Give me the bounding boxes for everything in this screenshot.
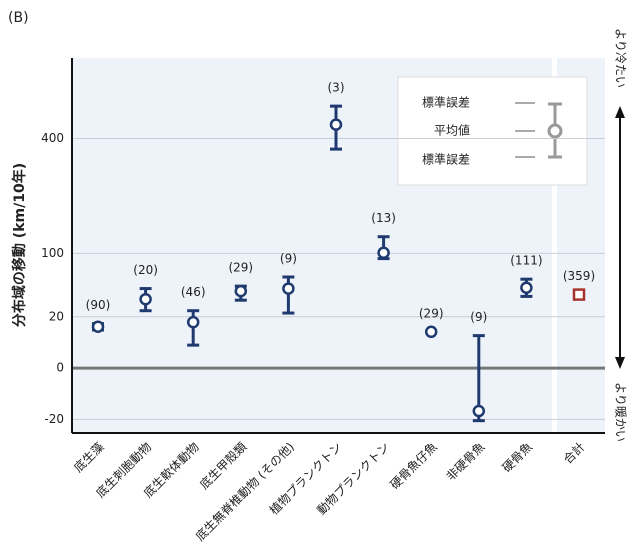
y-tick-label: -20 bbox=[44, 412, 64, 426]
x-tick-label: 硬骨魚 bbox=[500, 440, 535, 475]
y-axis-label: 分布域の移動 (km/10年) bbox=[11, 163, 28, 327]
count-label: (3) bbox=[328, 81, 345, 95]
mean-marker bbox=[520, 281, 533, 294]
mean-marker bbox=[186, 315, 200, 329]
count-label: (29) bbox=[419, 306, 444, 320]
right-axis-bottom: より暖かい bbox=[614, 382, 628, 442]
y-tick-label: 0 bbox=[56, 361, 64, 375]
mean-marker bbox=[234, 284, 248, 298]
count-label: (90) bbox=[86, 298, 111, 312]
mean-marker bbox=[139, 292, 152, 306]
mean-marker bbox=[282, 282, 295, 295]
mean-marker bbox=[329, 118, 343, 131]
x-tick-label: 非硬骨魚 bbox=[444, 440, 488, 484]
right-axis: より冷たい より暖かい bbox=[614, 28, 628, 442]
count-label: (9) bbox=[280, 251, 297, 265]
x-tick-label: 硬骨魚仔魚 bbox=[387, 440, 439, 492]
legend-symbol bbox=[547, 102, 563, 159]
count-label: (359) bbox=[563, 269, 595, 283]
y-tick-label: 400 bbox=[41, 131, 64, 145]
mean-marker bbox=[572, 288, 586, 301]
legend-label: 標準誤差 bbox=[422, 152, 470, 167]
x-tick-label: 底生藻 bbox=[71, 439, 107, 475]
count-label: (9) bbox=[470, 310, 487, 324]
count-label: (20) bbox=[133, 263, 158, 277]
count-label: (111) bbox=[510, 254, 542, 268]
total-separator bbox=[552, 58, 557, 433]
count-label: (13) bbox=[371, 211, 396, 225]
right-axis-top: より冷たい bbox=[614, 28, 628, 88]
legend-leaders bbox=[515, 102, 535, 158]
count-label: (46) bbox=[181, 285, 206, 299]
legend: 標準誤差 平均値 標準誤差 bbox=[397, 76, 588, 186]
legend-label: 標準誤差 bbox=[422, 95, 470, 110]
panel-label: (B) bbox=[8, 10, 29, 26]
y-tick-label: 20 bbox=[49, 309, 64, 323]
legend-label: 平均値 bbox=[434, 123, 470, 138]
y-tick-label: 100 bbox=[41, 246, 64, 260]
count-label: (29) bbox=[228, 261, 253, 275]
x-tick-label: 合計 bbox=[560, 439, 588, 467]
mean-marker bbox=[91, 320, 105, 333]
mean-marker bbox=[377, 246, 390, 259]
mean-marker bbox=[424, 325, 438, 339]
mean-marker bbox=[472, 404, 486, 418]
